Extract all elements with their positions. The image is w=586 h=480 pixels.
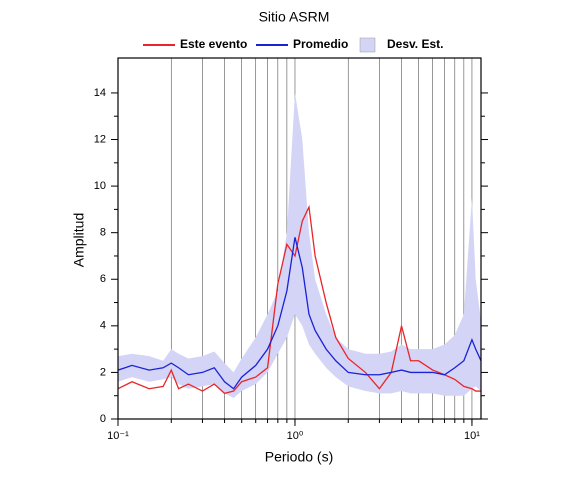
series-line: [118, 204, 481, 395]
y-axis-label: Amplitud: [71, 213, 87, 267]
plot-area: [118, 92, 481, 399]
y-tick-label: 8: [100, 227, 106, 239]
chart-title: Sitio ASRM: [259, 9, 330, 25]
plot-frame: [117, 57, 482, 420]
y-tick-label: 6: [100, 273, 106, 285]
y-tick-label: 4: [100, 320, 106, 332]
series-line: [118, 237, 481, 390]
std-band: [118, 92, 481, 399]
legend-swatch: [359, 37, 376, 53]
y-tick-label: 2: [100, 366, 106, 378]
x-tick-label: 10⁻¹: [107, 430, 129, 442]
y-tick-label: 0: [100, 413, 106, 425]
y-tick-label: 14: [94, 87, 106, 99]
x-tick-label: 10¹: [464, 430, 480, 442]
legend-label: Desv. Est.: [387, 37, 443, 51]
y-tick-label: 12: [94, 133, 106, 145]
legend-label: Este evento: [180, 37, 247, 51]
x-tick-label: 10⁰: [287, 430, 304, 442]
x-axis-label: Periodo (s): [265, 449, 333, 465]
y-tick-label: 10: [94, 180, 106, 192]
legend-label: Promedio: [293, 37, 348, 51]
